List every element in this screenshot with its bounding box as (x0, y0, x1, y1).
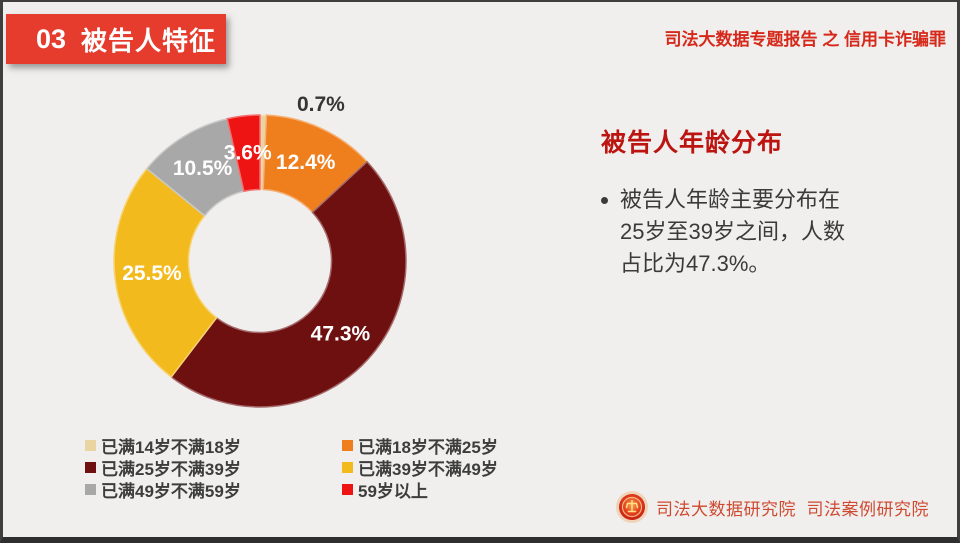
donut-slice-5 (226, 114, 261, 193)
legend-label: 已满18岁不满25岁 (358, 437, 498, 457)
legend-swatch-icon (342, 461, 353, 473)
legend-label: 59岁以上 (358, 481, 428, 501)
footer: 司法大数据研究院 司法案例研究院 (615, 490, 929, 524)
chart-legend: 已满14岁不满18岁 已满18岁不满25岁已满25岁不满39岁 已满39岁不满49岁… (85, 434, 498, 501)
legend-item-1: 已满18岁不满25岁 (342, 434, 498, 457)
legend-swatch-icon (85, 461, 96, 473)
legend-label: 已满25岁不满39岁 (101, 459, 241, 479)
legend-label: 已满14岁不满18岁 (101, 437, 241, 457)
bullet-item: 被告人年龄主要分布在 25岁至39岁之间，人数 占比为47.3%。 (601, 184, 845, 280)
donut-slice-label-2: 47.3% (311, 323, 371, 346)
report-title: 司法大数据专题报告 之 信用卡诈骗罪 (664, 30, 946, 49)
bullet-text: 被告人年龄主要分布在 25岁至39岁之间，人数 占比为47.3%。 (620, 187, 845, 276)
donut-slice-label-1: 12.4% (276, 151, 336, 174)
bullet-dot (601, 197, 608, 204)
age-distribution-donut-chart: 0.7% 12.4% 47.3% 25.5% 10.5%3.6% (113, 93, 407, 408)
footer-org-text: 司法大数据研究院 司法案例研究院 (656, 499, 929, 519)
donut-slice-label-5: 3.6% (224, 141, 272, 164)
donut-slice-label-3: 25.5% (122, 262, 182, 285)
legend-swatch-icon (85, 439, 96, 451)
legend-item-5: 59岁以上 (342, 478, 498, 501)
legend-label: 已满49岁不满59岁 (101, 481, 241, 501)
panel-title: 被告人年龄分布 (601, 129, 784, 157)
legend-item-2: 已满25岁不满39岁 (85, 456, 342, 479)
legend-item-3: 已满39岁不满49岁 (342, 456, 498, 479)
legend-item-4: 已满49岁不满59岁 (85, 478, 342, 501)
legend-swatch-icon (342, 439, 353, 451)
donut-slice-3 (113, 167, 218, 378)
national-emblem-seal-icon (616, 491, 648, 523)
legend-swatch-icon (342, 483, 353, 495)
donut-slice-label-4: 10.5% (173, 157, 233, 180)
legend-item-0: 已满14岁不满18岁 (85, 434, 342, 457)
legend-label: 已满39岁不满49岁 (358, 459, 498, 479)
section-number: 03 (36, 23, 67, 54)
donut-slice-label-0: 0.7% (297, 93, 345, 116)
section-banner: 03 被告人特征 (6, 14, 226, 64)
section-title: 被告人特征 (81, 25, 217, 56)
legend-swatch-icon (85, 483, 96, 495)
donut-slice-2 (170, 160, 407, 408)
